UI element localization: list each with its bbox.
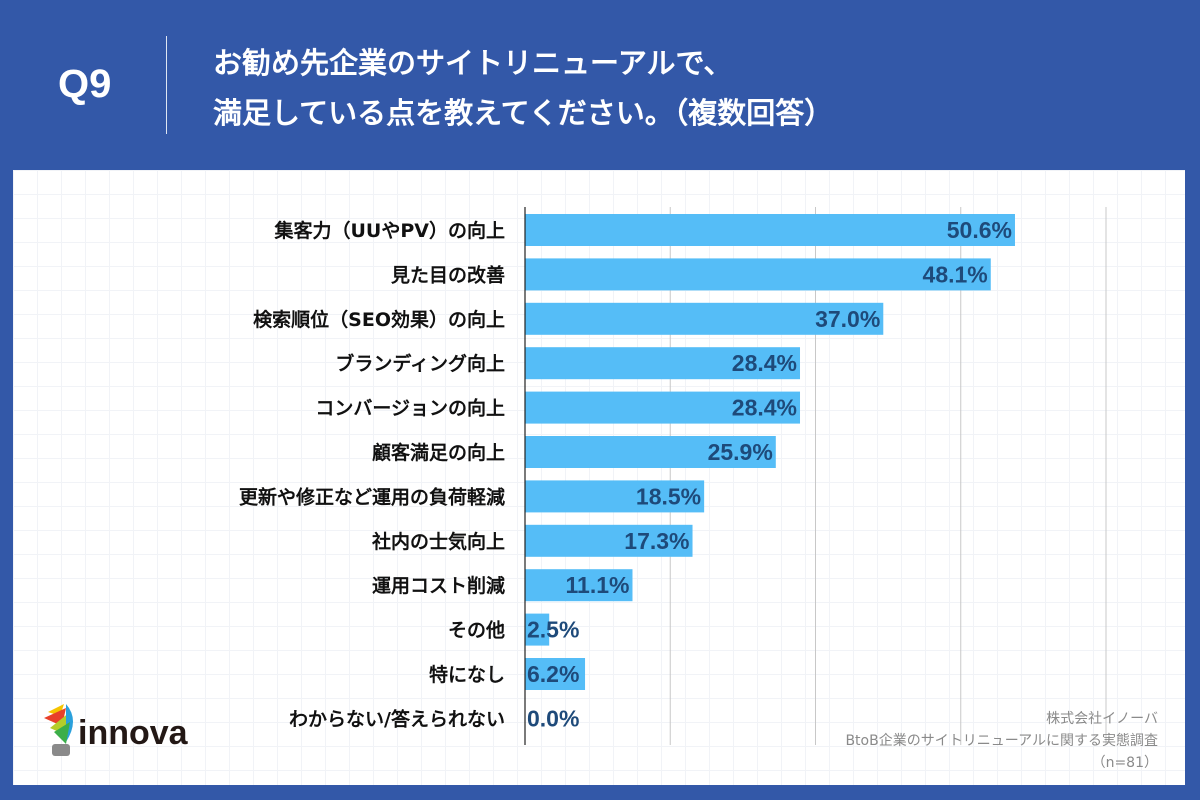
bar xyxy=(525,258,991,291)
innova-logo: innova xyxy=(40,702,200,766)
svg-text:innova: innova xyxy=(78,714,189,752)
bar xyxy=(525,569,633,602)
value-label: 2.5% xyxy=(527,617,579,643)
value-label: 28.4% xyxy=(732,395,797,421)
category-label: ブランディング向上 xyxy=(335,352,505,375)
bar xyxy=(525,214,1015,246)
bar xyxy=(525,391,801,424)
question-number: Q9 xyxy=(58,62,112,106)
bar xyxy=(525,480,705,513)
category-label: わからない/答えられない xyxy=(289,707,505,730)
bar xyxy=(525,302,884,335)
value-label: 6.2% xyxy=(527,661,579,687)
source-sample: （n=81） xyxy=(1091,755,1158,771)
category-label: 検索順位（SEO効果）の向上 xyxy=(253,308,505,331)
value-label: 18.5% xyxy=(636,483,701,509)
value-label: 25.9% xyxy=(708,439,773,465)
bar xyxy=(525,347,801,380)
source-company: 株式会社イノーバ xyxy=(1046,711,1158,727)
value-label: 48.1% xyxy=(923,261,988,287)
chart-title: お勧め先企業のサイトリニューアルで、 満足している点を教えてください。（複数回答… xyxy=(213,46,834,130)
header-divider xyxy=(166,36,167,134)
bar xyxy=(525,613,550,646)
category-label: 運用コスト削減 xyxy=(372,574,505,597)
category-label: 顧客満足の向上 xyxy=(372,441,505,464)
category-label: その他 xyxy=(448,619,505,642)
value-label: 17.3% xyxy=(624,528,689,554)
category-label: 特になし xyxy=(429,664,505,686)
source-survey: BtoB企業のサイトリニューアルに関する実態調査 xyxy=(845,733,1158,749)
value-label: 37.0% xyxy=(815,306,880,332)
value-label: 11.1% xyxy=(566,572,630,598)
category-label: 更新や修正など運用の負荷軽減 xyxy=(239,485,505,508)
bar xyxy=(525,524,693,557)
value-label: 0.0% xyxy=(527,705,579,731)
bar xyxy=(525,658,586,690)
category-label: 見た目の改善 xyxy=(391,263,505,286)
bar xyxy=(525,436,776,468)
source-note: 株式会社イノーバ BtoB企業のサイトリニューアルに関する実態調査 （n=81） xyxy=(845,708,1158,774)
category-label: コンバージョンの向上 xyxy=(315,397,505,420)
value-label: 50.6% xyxy=(947,217,1012,243)
value-label: 28.4% xyxy=(732,350,797,376)
category-label: 社内の士気向上 xyxy=(371,530,505,553)
lightbulb-logo-icon: innova xyxy=(44,704,189,756)
category-label: 集客力（UUやPV）の向上 xyxy=(274,219,506,242)
